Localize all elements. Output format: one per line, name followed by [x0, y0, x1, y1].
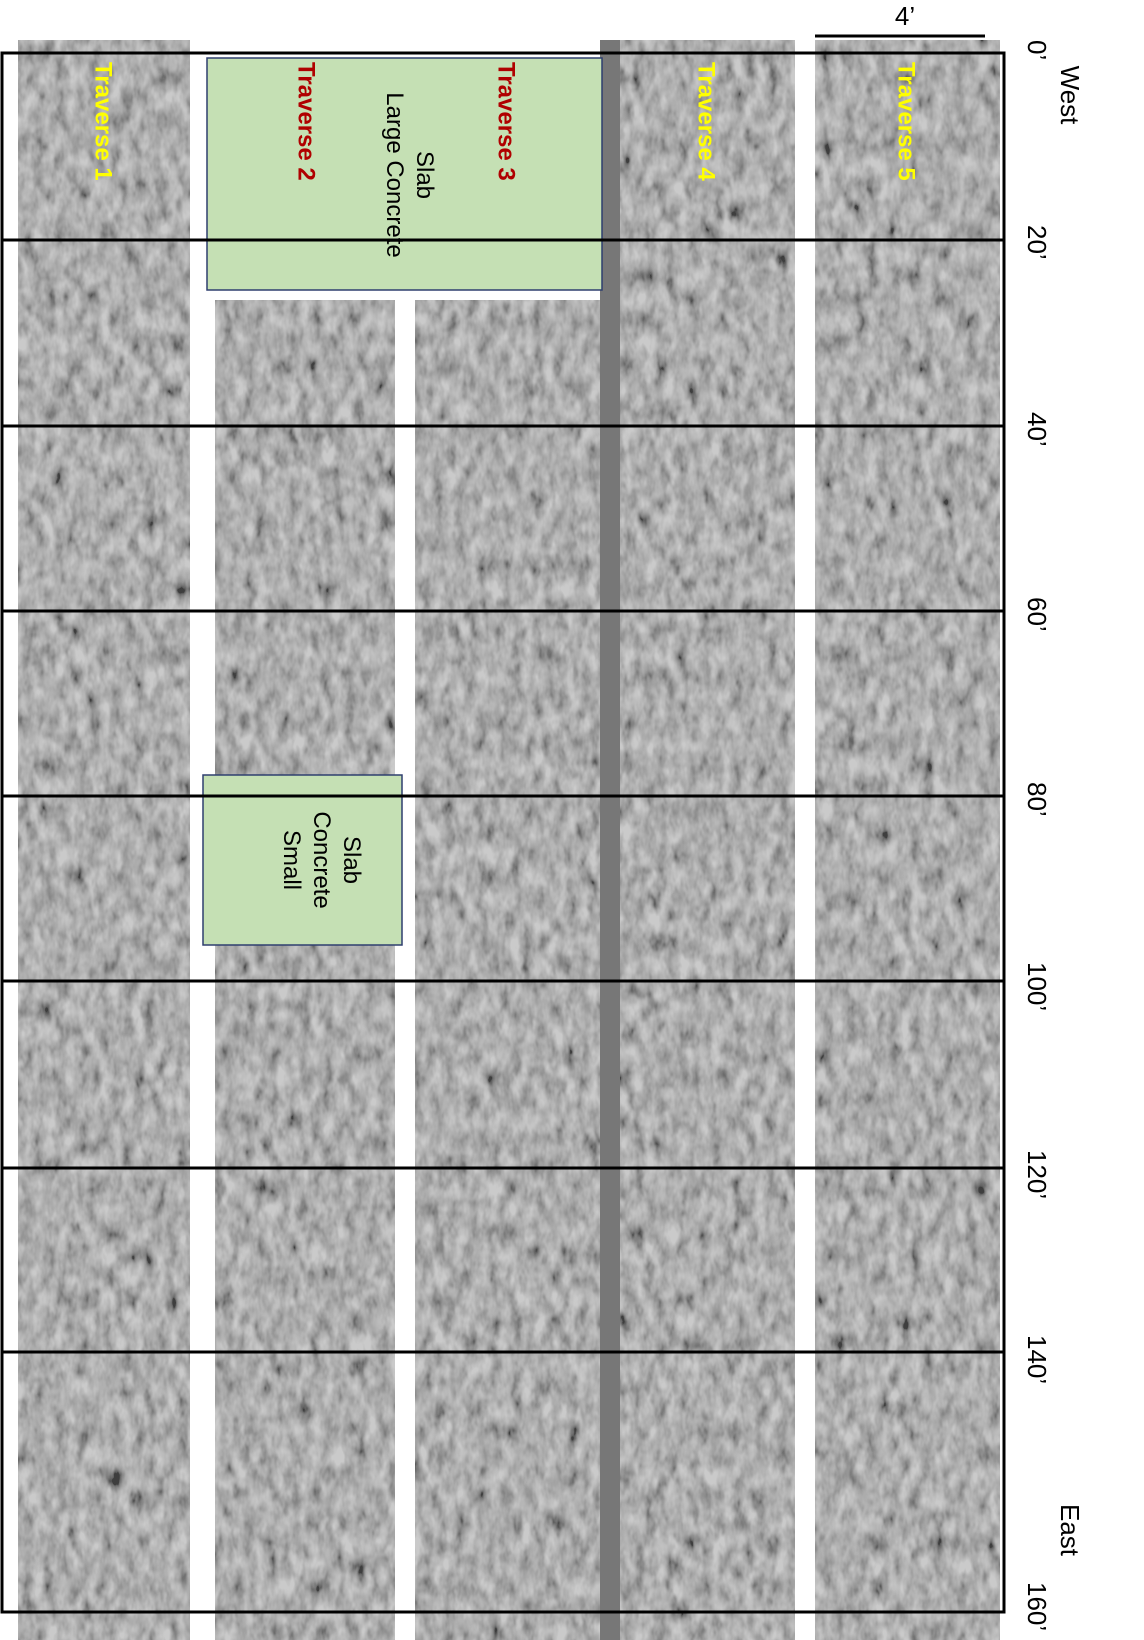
large-slab-label: Large Concrete Slab: [381, 92, 438, 257]
small-slab: [202, 774, 403, 946]
grid: [0, 51, 1006, 1614]
distance-label: 20’: [1022, 225, 1052, 260]
text-line: Small: [278, 830, 305, 890]
radar-strips: [18, 40, 1000, 1640]
distance-label: 160’: [1022, 1582, 1052, 1631]
strip: [620, 40, 795, 1640]
text-line: Large Concrete: [381, 92, 408, 257]
strip-tint: [620, 40, 795, 1640]
distance-label: 140’: [1022, 1335, 1052, 1384]
distance-label: 40’: [1022, 412, 1052, 447]
traverse-labels: Traverse 1 Traverse 2 Traverse 3 Travers…: [90, 62, 920, 181]
traverse-label: Traverse 5: [893, 62, 920, 181]
distance-label: 60’: [1022, 597, 1052, 632]
scale-label: 4’: [895, 1, 915, 31]
strip: [215, 300, 395, 1640]
strip-tint: [215, 300, 395, 1640]
strip: [415, 300, 600, 1640]
grid-border: [0, 51, 1006, 1614]
strip-tint: [815, 40, 1000, 1640]
strip: [18, 40, 190, 1640]
distance-label: 80’: [1022, 782, 1052, 817]
gap: [600, 40, 620, 1640]
distance-labels: 0’ 20’ 40’ 60’ 80’ 100’ 120’ 140’ 160’: [1022, 40, 1052, 1631]
strip-tint: [415, 300, 600, 1640]
text-line: Slab: [338, 836, 365, 884]
small-slab-label: Small Concrete Slab: [278, 811, 365, 908]
distance-label: 100’: [1022, 962, 1052, 1011]
traverse-label: Traverse 3: [493, 62, 520, 181]
text-line: Slab: [411, 151, 438, 199]
traverse-label: Traverse 1: [90, 62, 117, 181]
distance-label: 120’: [1022, 1150, 1052, 1199]
distance-label: 0’: [1022, 40, 1052, 60]
large-slab: [206, 57, 603, 291]
strip-tint: [18, 40, 190, 1640]
traverse-label: Traverse 2: [293, 62, 320, 181]
east-label: East: [1055, 1504, 1085, 1557]
traverse-label: Traverse 4: [693, 62, 720, 181]
west-label: West: [1055, 66, 1085, 126]
text-line: Concrete: [308, 811, 335, 908]
strip: [815, 40, 1000, 1640]
